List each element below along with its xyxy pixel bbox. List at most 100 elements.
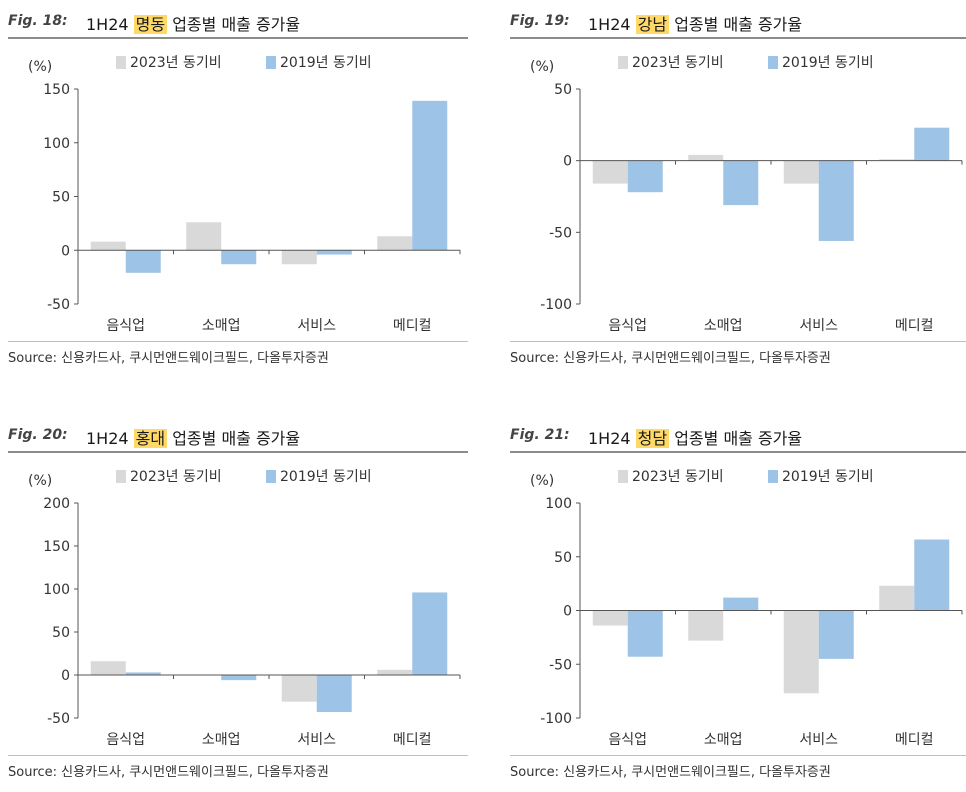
bar xyxy=(783,610,819,694)
bar xyxy=(688,154,724,161)
figure-title: 1H24 홍대 업종별 매출 증가율 xyxy=(86,425,300,449)
bar-chart: (%) 2023년 동기비 2019년 동기비 -50 0 50 100 150 음식업 소매업 서… xyxy=(28,55,461,334)
y-tick-label: 200 xyxy=(43,496,70,512)
x-tick-label: 소매업 xyxy=(202,318,241,334)
y-tick-label: 50 xyxy=(52,190,70,206)
x-tick-label: 메디컬 xyxy=(895,318,934,334)
bar xyxy=(914,127,950,161)
x-tick-label: 음식업 xyxy=(608,318,647,334)
figure-header: Fig. 19: 1H24 강남 업종별 매출 증가율 xyxy=(510,6,966,36)
y-tick-label: 50 xyxy=(554,550,572,566)
y-tick-label: -50 xyxy=(47,297,70,313)
figure-title: 1H24 명동 업종별 매출 증가율 xyxy=(86,11,300,35)
y-unit-label: (%) xyxy=(530,473,554,489)
y-tick-label: -100 xyxy=(540,297,572,313)
title-prefix: 1H24 xyxy=(588,429,636,448)
chart-panel-fig18: Fig. 18: 1H24 명동 업종별 매출 증가율 (%) 2023년 동기비… xyxy=(8,6,468,378)
bar xyxy=(377,236,413,251)
y-tick-label: -50 xyxy=(549,225,572,241)
x-tick-label: 서비스 xyxy=(297,318,336,334)
y-tick-label: 150 xyxy=(43,82,70,98)
y-tick-label: -50 xyxy=(47,711,70,727)
title-prefix: 1H24 xyxy=(86,429,134,448)
bar xyxy=(316,675,352,712)
x-tick-label: 서비스 xyxy=(799,732,838,748)
y-tick-label: 150 xyxy=(43,539,70,555)
header-rule xyxy=(8,37,468,39)
figure-title: 1H24 청담 업종별 매출 증가율 xyxy=(588,425,802,449)
source-rule xyxy=(510,341,966,342)
legend-label: 2023년 동기비 xyxy=(130,469,222,485)
bar xyxy=(818,610,854,659)
bar xyxy=(377,669,413,675)
x-tick-label: 음식업 xyxy=(106,732,145,748)
figure-number: Fig. 19: xyxy=(510,13,570,29)
title-highlight: 강남 xyxy=(635,15,670,34)
x-tick-label: 메디컬 xyxy=(393,732,432,748)
y-unit-label: (%) xyxy=(28,473,52,489)
bar xyxy=(281,675,317,702)
bar xyxy=(914,539,950,611)
title-suffix: 업종별 매출 증가율 xyxy=(167,429,301,448)
figure-header: Fig. 21: 1H24 청담 업종별 매출 증가율 xyxy=(510,420,966,450)
y-tick-label: 100 xyxy=(43,582,70,598)
title-highlight: 청담 xyxy=(635,429,670,448)
legend-swatch xyxy=(768,470,778,483)
figure-header: Fig. 18: 1H24 명동 업종별 매출 증가율 xyxy=(8,6,468,36)
legend-label: 2019년 동기비 xyxy=(782,469,874,485)
figure-title: 1H24 강남 업종별 매출 증가율 xyxy=(588,11,802,35)
bar xyxy=(221,675,257,681)
legend-label: 2023년 동기비 xyxy=(632,55,724,71)
title-prefix: 1H24 xyxy=(588,15,636,34)
x-tick-label: 소매업 xyxy=(704,732,743,748)
title-highlight: 명동 xyxy=(133,15,168,34)
figure-header: Fig. 20: 1H24 홍대 업종별 매출 증가율 xyxy=(8,420,468,450)
y-tick-label: 0 xyxy=(563,154,572,170)
y-tick-label: -100 xyxy=(540,711,572,727)
header-rule xyxy=(8,451,468,453)
title-prefix: 1H24 xyxy=(86,15,134,34)
source-rule xyxy=(8,755,468,756)
bar xyxy=(90,661,126,675)
legend-swatch xyxy=(618,56,628,69)
x-tick-label: 서비스 xyxy=(799,318,838,334)
title-suffix: 업종별 매출 증가율 xyxy=(167,15,301,34)
legend-swatch xyxy=(266,56,276,69)
source-note: Source: 신용카드사, 쿠시먼앤드웨이크필드, 다올투자증권 xyxy=(510,351,831,366)
chart-panel-fig21: Fig. 21: 1H24 청담 업종별 매출 증가율 (%) 2023년 동기비… xyxy=(510,420,966,792)
bar xyxy=(125,250,161,273)
bar xyxy=(783,160,819,184)
x-tick-label: 서비스 xyxy=(297,732,336,748)
legend-swatch xyxy=(618,470,628,483)
source-note: Source: 신용카드사, 쿠시먼앤드웨이크필드, 다올투자증권 xyxy=(8,351,329,366)
bar xyxy=(627,610,663,657)
bar xyxy=(818,160,854,241)
bar xyxy=(627,160,663,193)
x-tick-label: 소매업 xyxy=(202,732,241,748)
chart-panel-fig19: Fig. 19: 1H24 강남 업종별 매출 증가율 (%) 2023년 동기비… xyxy=(510,6,966,378)
header-rule xyxy=(510,37,966,39)
y-unit-label: (%) xyxy=(28,59,52,75)
figure-number: Fig. 20: xyxy=(8,427,68,443)
legend-swatch xyxy=(116,470,126,483)
figure-number: Fig. 18: xyxy=(8,13,68,29)
y-tick-label: 0 xyxy=(61,243,70,259)
bar-chart: (%) 2023년 동기비 2019년 동기비 -100 -50 0 50 100 음식업 소매업… xyxy=(530,469,963,748)
y-tick-label: 0 xyxy=(563,604,572,620)
legend-swatch xyxy=(266,470,276,483)
header-rule xyxy=(510,451,966,453)
x-tick-label: 소매업 xyxy=(704,318,743,334)
legend-swatch xyxy=(116,56,126,69)
y-unit-label: (%) xyxy=(530,59,554,75)
source-rule xyxy=(8,341,468,342)
y-tick-label: 100 xyxy=(545,496,572,512)
bar xyxy=(316,250,352,255)
bar xyxy=(723,160,759,206)
bar xyxy=(592,160,628,184)
bar xyxy=(221,250,257,265)
figure-number: Fig. 21: xyxy=(510,427,570,443)
bar xyxy=(90,241,126,251)
bar xyxy=(412,592,448,675)
y-tick-label: 50 xyxy=(554,82,572,98)
source-rule xyxy=(510,755,966,756)
